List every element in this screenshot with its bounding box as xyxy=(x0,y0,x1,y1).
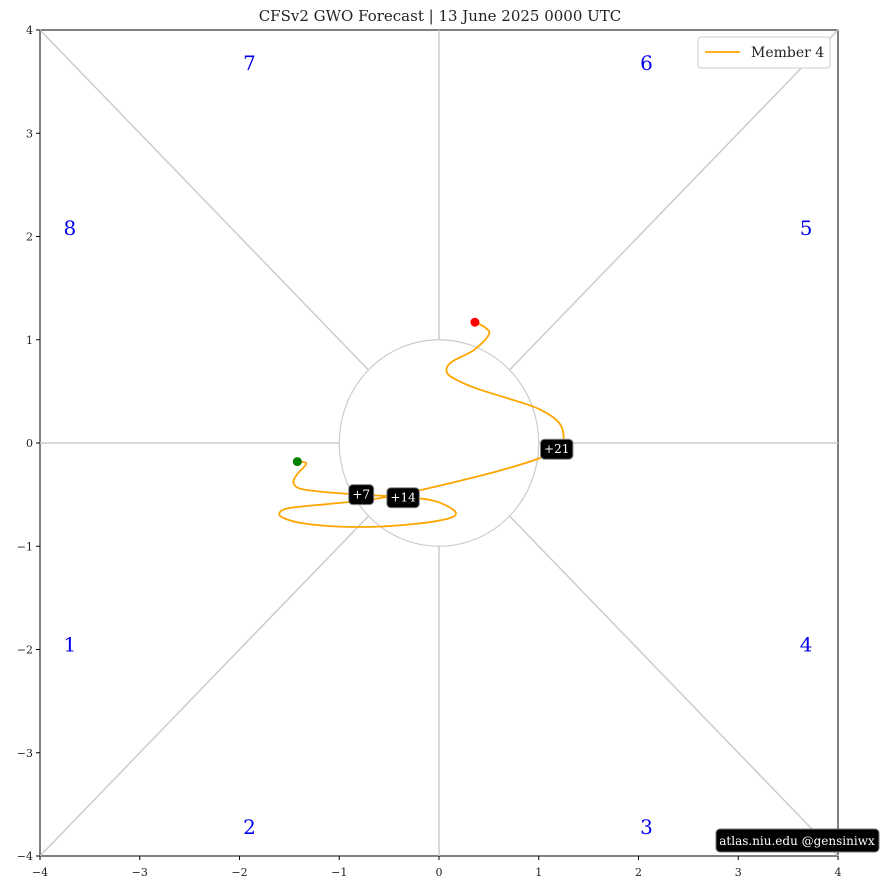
legend-label: Member 4 xyxy=(751,45,824,61)
unit-circle xyxy=(338,339,540,547)
diagonal-lower-left xyxy=(39,515,370,857)
phase-number: 2 xyxy=(243,815,256,839)
y-tick-label: −2 xyxy=(17,644,33,657)
y-tick-label: 1 xyxy=(26,334,33,347)
phase-labels: 1 2 3 4 5 6 7 8 xyxy=(64,51,813,839)
phase-number: 5 xyxy=(800,216,813,240)
day-label-box xyxy=(348,484,375,506)
day-label: +21 xyxy=(544,442,569,456)
diagonal-upper-left xyxy=(39,29,370,371)
x-tick-label: −4 xyxy=(32,866,48,879)
x-tick-label: −3 xyxy=(132,866,148,879)
phase-number: 6 xyxy=(640,51,653,75)
phase-number: 1 xyxy=(64,632,77,656)
watermark: atlas.niu.edu @gensiniwx xyxy=(715,828,880,853)
y-tick-label: −3 xyxy=(17,747,33,760)
phase-number: 8 xyxy=(64,216,77,240)
legend-box xyxy=(697,36,831,69)
phase-number: 4 xyxy=(800,632,813,656)
x-tick-label: 0 xyxy=(436,866,443,879)
day-label: +7 xyxy=(352,488,370,502)
y-tick-label: 3 xyxy=(26,127,33,140)
watermark-box xyxy=(715,828,880,853)
y-tick-label: 0 xyxy=(26,437,33,450)
x-tick-label: −2 xyxy=(231,866,247,879)
grid-lines xyxy=(39,29,839,857)
day-label-box xyxy=(386,487,420,509)
x-tick-label: 2 xyxy=(635,866,642,879)
chart-title: CFSv2 GWO Forecast | 13 June 2025 0000 U… xyxy=(259,7,622,25)
axis-ticks: −4 −4 −3 −3 −2 −2 −1 −1 0 0 1 1 2 2 3 3 4 4 xyxy=(17,24,842,879)
phase-number: 7 xyxy=(243,51,256,75)
x-tick-label: −1 xyxy=(331,866,347,879)
day-label: +14 xyxy=(390,491,416,505)
start-point xyxy=(292,457,302,467)
y-tick-label: 4 xyxy=(26,24,33,37)
series-line-member-4 xyxy=(278,321,565,528)
x-tick-label: 1 xyxy=(535,866,542,879)
diagonal-upper-right xyxy=(508,29,839,371)
diagonal-lower-right xyxy=(508,515,839,857)
y-tick-label: 2 xyxy=(26,231,33,244)
end-point xyxy=(470,317,480,327)
x-tick-label: 3 xyxy=(735,866,742,879)
phase-number: 3 xyxy=(640,815,653,839)
plot-area: +7 +14 +21 xyxy=(278,317,574,528)
legend: Member 4 xyxy=(697,36,831,69)
watermark-text: atlas.niu.edu @gensiniwx xyxy=(719,834,875,848)
y-tick-label: −1 xyxy=(17,540,33,553)
y-tick-label: −4 xyxy=(17,850,33,863)
day-label-box xyxy=(539,438,574,460)
x-tick-label: 4 xyxy=(835,866,842,879)
